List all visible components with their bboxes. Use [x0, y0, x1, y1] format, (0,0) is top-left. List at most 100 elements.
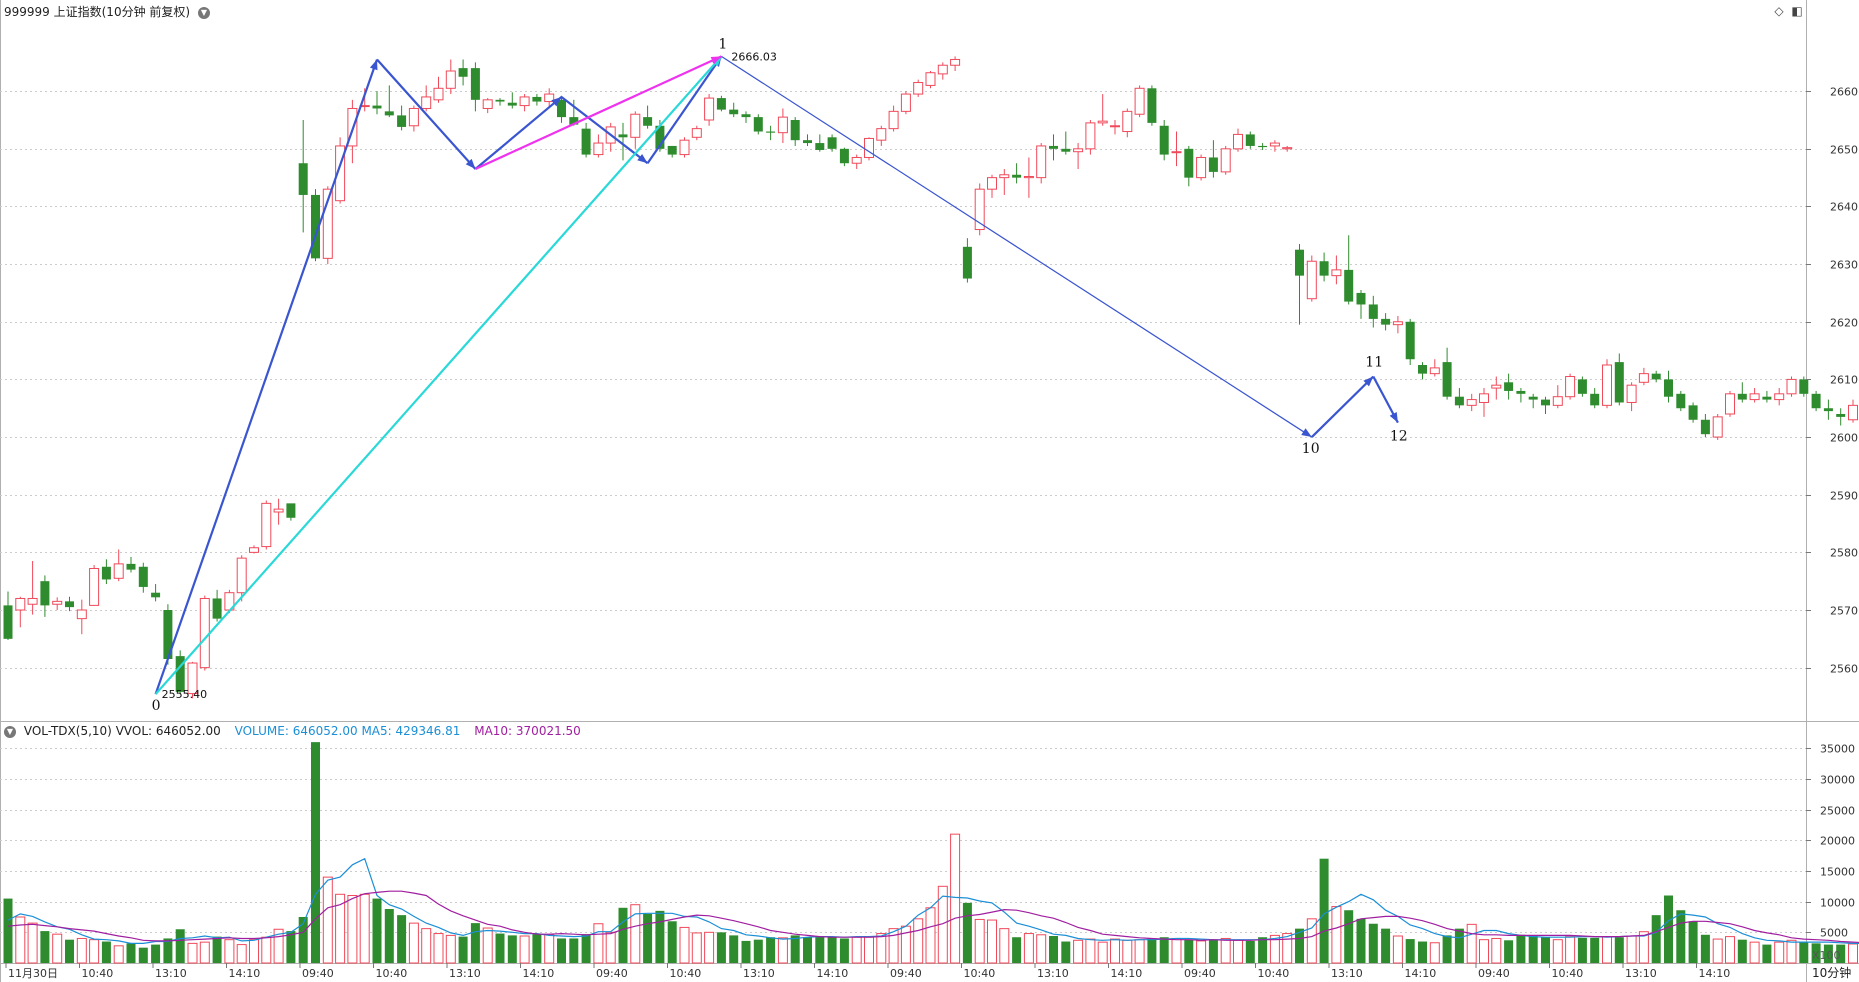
candle-body-up	[1282, 147, 1293, 150]
volume-bar-up	[1085, 938, 1096, 964]
volume-bar-up	[1306, 918, 1317, 964]
volume-bar-down	[495, 933, 505, 963]
candle-body-down	[458, 68, 468, 77]
volume-bar-down	[1504, 940, 1514, 963]
volume-axis-ticks: 5000 10000 15000 20000 25000 30000 35000	[1806, 743, 1855, 940]
volume-bar-down	[1418, 941, 1427, 963]
time-tick-label: 13:10	[449, 967, 481, 980]
candle-body-up	[445, 70, 456, 89]
volume-bar-down	[126, 943, 136, 963]
candle-body-up	[1269, 142, 1280, 147]
candle-body-up	[1602, 364, 1612, 406]
candle-body-down	[1836, 414, 1846, 417]
volume-bar-up	[876, 933, 887, 964]
volume-bar-up	[322, 876, 333, 964]
candle-body-down	[1688, 405, 1698, 420]
volume-header: ▼ VOL-TDX(5,10) VVOL: 646052.00 VOLUME: …	[4, 724, 581, 738]
volume-bar-up	[630, 904, 641, 964]
time-tick-label: 14:10	[1405, 967, 1437, 980]
volume-indicator-name: VOL-TDX(5,10)	[23, 724, 112, 738]
volume-bar-down	[458, 936, 468, 963]
volume-bar-up	[1786, 939, 1797, 964]
period-label[interactable]: 10分钟	[1812, 965, 1851, 980]
candle-body-up	[1073, 148, 1084, 153]
candle-body-down	[569, 117, 579, 125]
time-tick-label: 10:40	[376, 967, 408, 980]
candle-body-down	[581, 128, 591, 155]
candle-body-up	[1306, 260, 1317, 300]
time-tick-label: 10:40	[82, 967, 114, 980]
wave-label: 11	[1365, 355, 1383, 371]
wave-line-blue	[560, 96, 649, 165]
volume-bar-down	[507, 935, 517, 963]
candle-body-up	[925, 72, 936, 86]
volume-bar-down	[618, 907, 628, 963]
wave-arrowhead-blue	[369, 59, 378, 71]
volume-bar-down	[790, 935, 800, 963]
volume-bar-up	[1466, 923, 1477, 964]
volume-bar-up	[1848, 943, 1858, 964]
candle-body-up	[1171, 151, 1182, 154]
wave-arrowhead-blue	[637, 153, 648, 164]
chevron-down-icon[interactable]: ▼	[4, 725, 16, 738]
price-tick-label: 2660	[1830, 86, 1858, 99]
candle-body-down	[1147, 88, 1157, 123]
panel-toggle-icon[interactable]: ◧	[1791, 4, 1803, 18]
volume-bar-up	[704, 931, 715, 964]
volume-bar-down	[1344, 910, 1354, 963]
candle-body-down	[1049, 145, 1058, 149]
candle-body-up	[1134, 87, 1145, 115]
candle-body-down	[1012, 174, 1022, 178]
diamond-icon[interactable]: ◇	[1774, 4, 1784, 18]
volume-bar-down	[1454, 928, 1464, 963]
volume-bar-up	[1331, 906, 1342, 964]
candle-body-down	[766, 131, 776, 133]
volume-bar-down	[716, 932, 726, 963]
volume-bar-up	[544, 934, 555, 964]
candle-body-up	[691, 128, 702, 138]
time-tick-label: 13:10	[155, 967, 187, 980]
candle-body-down	[1454, 396, 1464, 406]
volume-bar-up	[1023, 933, 1034, 964]
candle-body-down	[1159, 125, 1169, 155]
candle-body-up	[1220, 148, 1231, 173]
time-tick-label: 14:10	[229, 967, 261, 980]
price-label: 2666.03	[731, 50, 777, 63]
volume-bar-down	[1799, 941, 1809, 963]
time-tick-label: 14:10	[1111, 967, 1143, 980]
candle-body-down	[507, 102, 517, 106]
candle-body-down	[618, 134, 628, 138]
candle-body-down	[557, 99, 566, 118]
candle-body-down	[1208, 157, 1218, 172]
candle-body-down	[716, 98, 726, 110]
candle-body-down	[1799, 379, 1809, 394]
volume-bar-down	[741, 940, 751, 963]
candles	[3, 56, 1858, 699]
time-axis-ticks: 11月30日 10:40 13:10 14:10 09:40 10:40 13:10 14:1…	[5, 963, 1730, 980]
volume-bar-up	[950, 833, 961, 964]
candle-body-down	[1442, 362, 1452, 397]
candle-body-down	[643, 117, 653, 126]
candle-body-up	[1097, 120, 1108, 124]
volume-tick-label: 25000	[1820, 805, 1855, 818]
volume-bar-up	[482, 927, 493, 964]
price-gridlines	[0, 91, 1806, 669]
chart-title: 999999 上证指数(10分钟 前复权)	[4, 5, 191, 19]
chevron-down-icon[interactable]: ▼	[197, 6, 210, 19]
ma5-value: MA5: 429346.81	[361, 724, 461, 738]
price-label: 2555.40	[162, 688, 208, 701]
wave-line-blue	[474, 96, 563, 170]
wave-line-blue	[646, 55, 723, 164]
volume-bar-down	[1737, 939, 1747, 963]
candle-body-up	[851, 156, 862, 164]
candle-body-up	[876, 128, 887, 141]
candle-body-down	[1700, 419, 1710, 435]
volume-bar-up	[1565, 936, 1576, 964]
volume-bar-up	[1196, 940, 1207, 964]
time-tick-label: 11月30日	[8, 967, 58, 980]
volume-bar-up	[1774, 941, 1785, 964]
candle-body-up	[593, 142, 604, 156]
volume-bar-up	[335, 893, 346, 964]
volume-bar-down	[1368, 923, 1378, 963]
